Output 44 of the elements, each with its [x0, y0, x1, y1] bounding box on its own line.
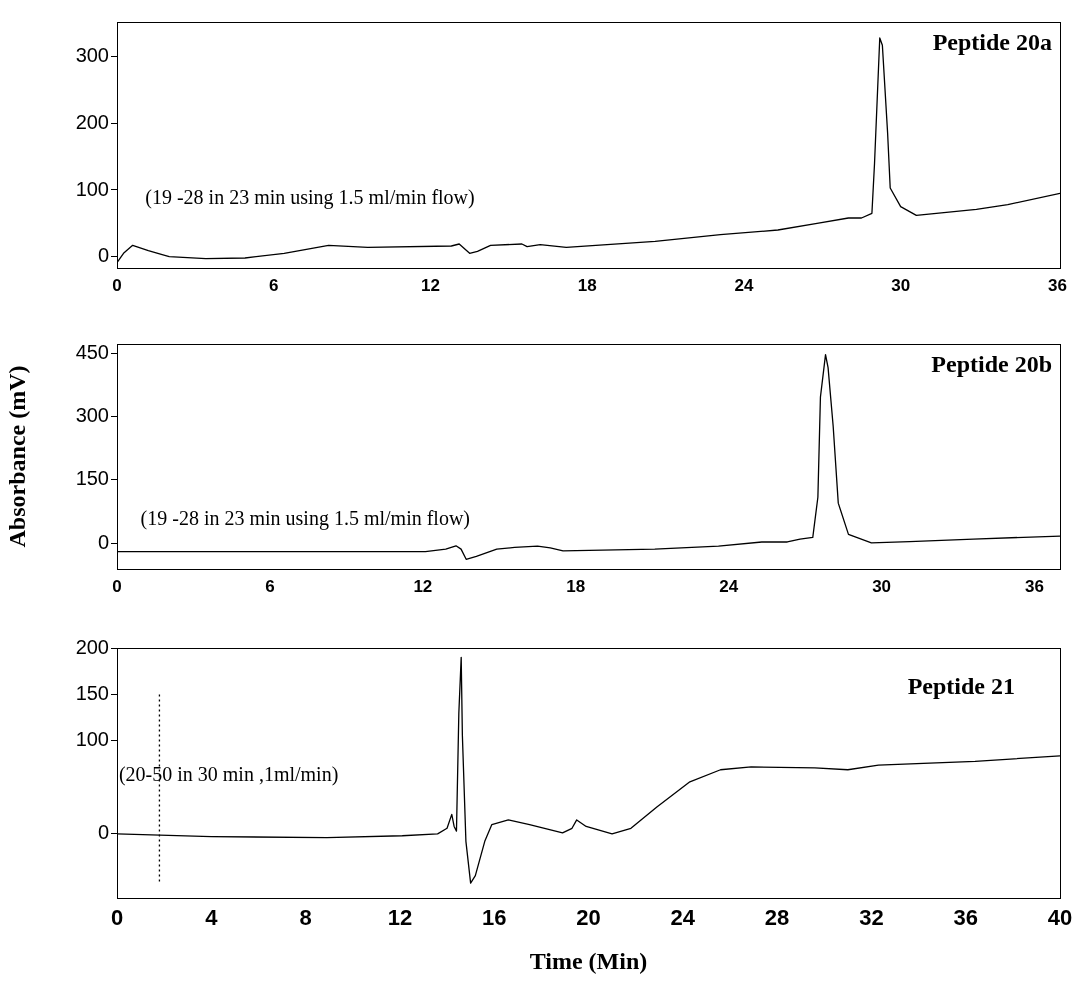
x-tick-label: 18: [566, 576, 586, 596]
x-tick-label: 12: [387, 905, 413, 931]
y-tick-label: 450: [75, 340, 109, 363]
x-tick-label: 30: [872, 576, 892, 596]
x-tick-label: 36: [1047, 275, 1067, 295]
annotation: (19 -28 in 23 min using 1.5 ml/min flow): [140, 506, 471, 530]
y-tick-label: 0: [97, 244, 109, 267]
y-tick-label: 150: [75, 467, 109, 490]
y-tick-label: 150: [75, 681, 109, 704]
x-tick-label: 12: [421, 275, 440, 295]
x-tick-label: 32: [859, 905, 884, 931]
x-tick-label: 0: [112, 576, 122, 596]
y-tick-label: 100: [75, 177, 109, 200]
x-tick-label: 28: [764, 905, 790, 931]
x-tick-label: 6: [265, 576, 275, 596]
y-tick-label: 300: [75, 404, 109, 427]
y-tick-label: 200: [75, 110, 109, 133]
x-tick-label: 24: [670, 905, 696, 931]
x-tick-label: 36: [953, 905, 978, 931]
x-tick-label: 0: [112, 275, 122, 295]
y-axis-title: Absorbance (mV): [3, 365, 30, 548]
chart-title: Peptide 20a: [932, 29, 1052, 56]
x-tick-label: 6: [269, 275, 279, 295]
x-tick-label: 18: [577, 275, 597, 295]
chart-title: Peptide 20b: [931, 351, 1052, 378]
annotation: (20-50 in 30 min ,1ml/min): [118, 762, 339, 786]
x-tick-label: 36: [1025, 576, 1044, 596]
y-tick-label: 0: [97, 821, 109, 844]
text: Peptide 21: [907, 673, 1015, 700]
x-tick-label: 20: [576, 905, 601, 931]
x-tick-label: 16: [481, 905, 507, 931]
x-tick-label: 4: [205, 905, 219, 931]
x-tick-label: 30: [891, 275, 911, 295]
x-tick-label: 24: [734, 275, 754, 295]
y-tick-label: 200: [75, 635, 109, 658]
y-tick-label: 0: [97, 530, 109, 553]
x-tick-label: 24: [719, 576, 739, 596]
x-axis-title: Time (Min): [529, 947, 648, 974]
annotation: (19 -28 in 23 min using 1.5 ml/min flow): [145, 186, 475, 210]
y-tick-label: 100: [75, 728, 109, 751]
x-tick-label: 12: [413, 576, 433, 596]
x-tick-label: 40: [1047, 905, 1073, 931]
y-tick-label: 300: [75, 44, 109, 67]
x-tick-label: 8: [299, 905, 312, 931]
